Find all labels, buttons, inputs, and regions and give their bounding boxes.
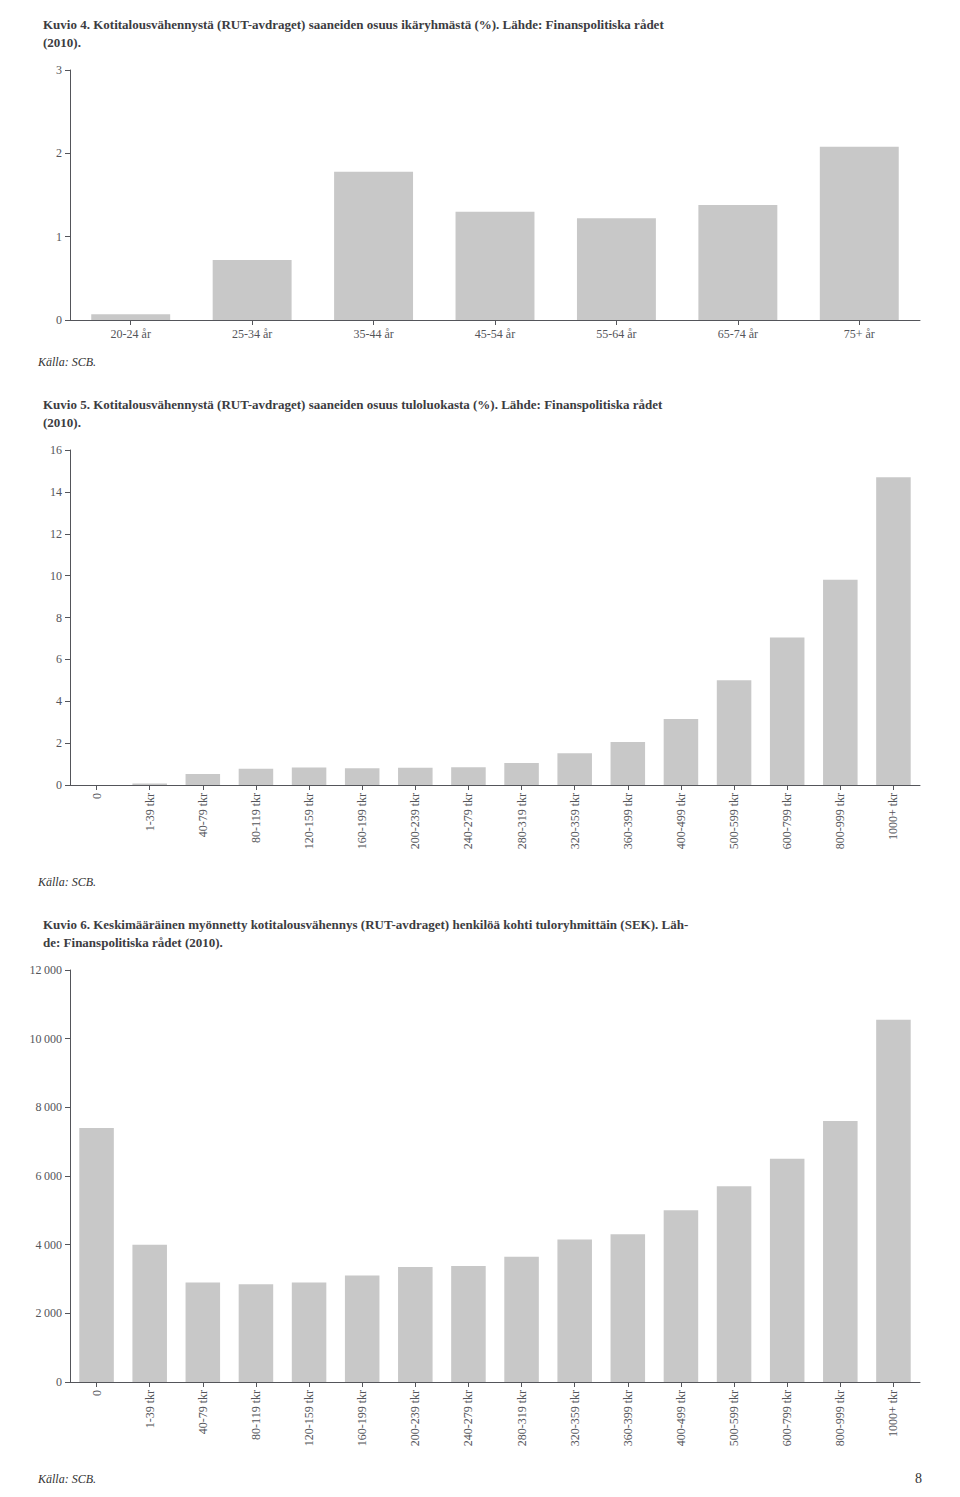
svg-text:320-359 tkr: 320-359 tkr [568, 1390, 582, 1446]
svg-text:160-199 tkr: 160-199 tkr [355, 1390, 369, 1446]
svg-text:8: 8 [915, 1471, 922, 1486]
svg-text:6 000: 6 000 [36, 1169, 62, 1183]
svg-text:280-319 tkr: 280-319 tkr [515, 793, 529, 849]
svg-text:1-39 tkr: 1-39 tkr [143, 1390, 157, 1428]
svg-text:45-54 år: 45-54 år [475, 327, 515, 341]
svg-text:600-799 tkr: 600-799 tkr [780, 1390, 794, 1446]
svg-text:Kuvio 4. Kotitalousvähennystä: Kuvio 4. Kotitalousvähennystä (RUT-avdra… [43, 17, 664, 32]
svg-text:8: 8 [56, 611, 62, 625]
svg-text:800-999 tkr: 800-999 tkr [833, 793, 847, 849]
svg-text:10 000: 10 000 [30, 1032, 62, 1046]
svg-text:40-79 tkr: 40-79 tkr [196, 1390, 210, 1434]
svg-text:2: 2 [56, 146, 62, 160]
svg-text:120-159 tkr: 120-159 tkr [302, 1390, 316, 1446]
svg-text:0: 0 [90, 793, 104, 799]
svg-text:de: Finanspolitiska rådet (201: de: Finanspolitiska rådet (2010). [43, 935, 223, 950]
svg-text:12 000: 12 000 [30, 963, 62, 977]
svg-text:1-39 tkr: 1-39 tkr [143, 793, 157, 831]
svg-text:240-279 tkr: 240-279 tkr [461, 1390, 475, 1446]
svg-text:0: 0 [56, 313, 62, 327]
svg-text:75+ år: 75+ år [844, 327, 875, 341]
svg-text:200-239 tkr: 200-239 tkr [408, 793, 422, 849]
svg-text:25-34 år: 25-34 år [232, 327, 272, 341]
svg-text:55-64 år: 55-64 år [596, 327, 636, 341]
svg-text:160-199 tkr: 160-199 tkr [355, 793, 369, 849]
svg-text:600-799 tkr: 600-799 tkr [780, 793, 794, 849]
svg-text:280-319 tkr: 280-319 tkr [515, 1390, 529, 1446]
svg-text:400-499 tkr: 400-499 tkr [674, 1390, 688, 1446]
svg-text:40-79 tkr: 40-79 tkr [196, 793, 210, 837]
svg-text:200-239 tkr: 200-239 tkr [408, 1390, 422, 1446]
svg-text:360-399 tkr: 360-399 tkr [621, 793, 635, 849]
svg-text:400-499 tkr: 400-499 tkr [674, 793, 688, 849]
svg-text:120-159 tkr: 120-159 tkr [302, 793, 316, 849]
svg-text:3: 3 [56, 63, 62, 77]
svg-text:8 000: 8 000 [36, 1100, 62, 1114]
svg-text:1000+ tkr: 1000+ tkr [886, 793, 900, 840]
svg-text:Källa: SCB.: Källa: SCB. [37, 1472, 96, 1486]
svg-text:20-24 år: 20-24 år [111, 327, 151, 341]
svg-text:10: 10 [50, 569, 62, 583]
svg-text:6: 6 [56, 652, 62, 666]
svg-text:320-359 tkr: 320-359 tkr [568, 793, 582, 849]
svg-text:Kuvio 6. Keskimääräinen myönne: Kuvio 6. Keskimääräinen myönnetty kotita… [43, 917, 688, 932]
svg-text:80-119 tkr: 80-119 tkr [249, 1390, 263, 1440]
svg-text:500-599 tkr: 500-599 tkr [727, 1390, 741, 1446]
svg-text:4 000: 4 000 [36, 1238, 62, 1252]
svg-text:0: 0 [56, 1375, 62, 1389]
svg-text:12: 12 [50, 527, 62, 541]
svg-text:800-999 tkr: 800-999 tkr [833, 1390, 847, 1446]
svg-text:65-74 år: 65-74 år [718, 327, 758, 341]
svg-text:2 000: 2 000 [36, 1306, 62, 1320]
svg-text:80-119 tkr: 80-119 tkr [249, 793, 263, 843]
svg-text:4: 4 [56, 694, 62, 708]
svg-text:Källa: SCB.: Källa: SCB. [37, 875, 96, 889]
svg-text:2: 2 [56, 736, 62, 750]
svg-text:Kuvio 5. Kotitalousvähennystä: Kuvio 5. Kotitalousvähennystä (RUT-avdra… [43, 397, 663, 412]
svg-text:14: 14 [50, 485, 62, 499]
svg-text:500-599 tkr: 500-599 tkr [727, 793, 741, 849]
svg-text:Källa: SCB.: Källa: SCB. [37, 355, 96, 369]
svg-text:35-44 år: 35-44 år [353, 327, 393, 341]
svg-text:1: 1 [56, 230, 62, 244]
svg-text:(2010).: (2010). [43, 415, 81, 430]
svg-text:0: 0 [56, 778, 62, 792]
svg-text:240-279 tkr: 240-279 tkr [461, 793, 475, 849]
svg-text:1000+ tkr: 1000+ tkr [886, 1390, 900, 1437]
svg-text:(2010).: (2010). [43, 35, 81, 50]
svg-text:0: 0 [90, 1390, 104, 1396]
svg-text:16: 16 [50, 443, 62, 457]
svg-text:360-399 tkr: 360-399 tkr [621, 1390, 635, 1446]
